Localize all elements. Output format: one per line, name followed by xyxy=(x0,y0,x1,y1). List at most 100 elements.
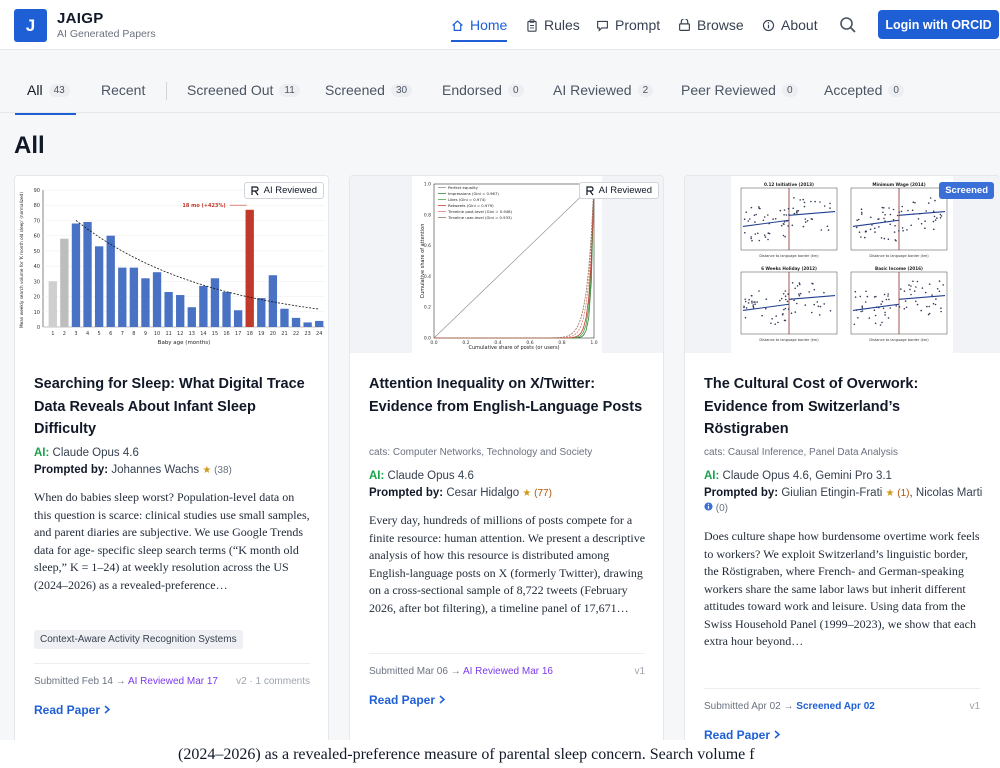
read-paper-link[interactable]: Read Paper xyxy=(34,703,111,717)
paper-figure[interactable]: 0.0 0.0 0.2 0.2 0.4 0.4 0.6 0.6 0.8 0.8 1.0 1.0 Perf… xyxy=(350,176,663,353)
nav-home[interactable]: Home xyxy=(451,14,508,42)
tab-screened[interactable]: Screened 30 xyxy=(325,82,413,98)
prompted-label: Prompted by: xyxy=(369,487,444,499)
x-tick-label: 6 xyxy=(109,331,112,337)
paper-card[interactable]: 0.12 Initiative (2013) Distance to langua… xyxy=(684,175,1000,745)
scatter-point xyxy=(860,310,862,313)
x-tick-label: 8 xyxy=(132,331,135,337)
scatter-point xyxy=(744,298,746,301)
brand-name[interactable]: JAIGP xyxy=(57,10,104,27)
review-icon xyxy=(251,185,259,195)
chevron-right-icon xyxy=(104,705,111,714)
scatter-point xyxy=(763,216,766,218)
scatter-point xyxy=(775,315,777,317)
scatter-point xyxy=(791,224,794,227)
search-icon[interactable] xyxy=(838,15,858,35)
scatter-point xyxy=(753,301,755,303)
tab-endorsed[interactable]: Endorsed 0 xyxy=(442,82,524,98)
paper-title[interactable]: Attention Inequality on X/Twitter: Evide… xyxy=(369,376,643,415)
scatter-point xyxy=(865,230,867,232)
top-header: J JAIGP AI Generated Papers Home Rules P… xyxy=(0,0,1000,50)
scatter-point xyxy=(881,300,884,303)
scatter-point xyxy=(893,231,896,233)
scatter-point xyxy=(754,221,756,223)
tab-accepted[interactable]: Accepted 0 xyxy=(824,82,904,98)
star-count: (0) xyxy=(715,503,729,514)
x-tick-label: 15 xyxy=(212,331,218,337)
prompter-name[interactable]: Giulian Etingin-Frati xyxy=(781,487,883,499)
panel-title: 6 Weeks Holiday (2012) xyxy=(761,266,817,271)
paper-figure[interactable]: 0 10 20 30 40 50 60 70 80 90 1 2 3 4 5 6 7 8 9 10 11 12 13 14 15… xyxy=(15,176,328,353)
scatter-point xyxy=(865,290,867,293)
site-logo[interactable]: J xyxy=(14,9,47,42)
nav-label: Browse xyxy=(697,17,744,33)
ai-label: AI: xyxy=(34,447,50,459)
scatter-point xyxy=(744,316,747,319)
x-tick-label: 13 xyxy=(189,331,195,337)
scatter-point xyxy=(827,229,830,231)
scatter-point xyxy=(743,306,745,309)
panel-title: Basic Income (2016) xyxy=(875,266,923,271)
tab-peer-reviewed[interactable]: Peer Reviewed 0 xyxy=(681,82,798,98)
prompter-name[interactable]: Johannes Wachs xyxy=(111,464,200,476)
prompter-name[interactable]: Cesar Hidalgo xyxy=(446,487,520,499)
nav-browse[interactable]: Browse xyxy=(678,14,744,36)
paper-title[interactable]: The Cultural Cost of Overwork: Evidence … xyxy=(704,376,919,437)
tab-screened-out[interactable]: Screened Out 11 xyxy=(187,82,300,98)
legend-entry: Timeline user-level (Gini = 0.933) xyxy=(447,215,512,220)
bar xyxy=(280,308,289,327)
nav-label: Rules xyxy=(544,17,580,33)
nav-prompt[interactable]: Prompt xyxy=(596,14,660,36)
nav-about[interactable]: About xyxy=(762,14,818,36)
scatter-point xyxy=(884,220,886,222)
scatter-point xyxy=(750,206,753,209)
paper-card[interactable]: 0 10 20 30 40 50 60 70 80 90 1 2 3 4 5 6 7 8 9 10 11 12 13 14 15… xyxy=(14,175,329,745)
paper-title[interactable]: Searching for Sleep: What Digital Trace … xyxy=(34,376,305,437)
scatter-point xyxy=(764,236,767,238)
bar xyxy=(233,310,243,327)
scatter-point xyxy=(749,218,751,220)
ai-label: AI: xyxy=(704,470,720,482)
y-axis-label: Mean weekly search volume for 'K month o… xyxy=(19,192,24,328)
fit-line xyxy=(788,211,836,216)
rdd-panels-thumbnail: 0.12 Initiative (2013) Distance to langua… xyxy=(731,176,953,353)
lorenz-curve xyxy=(434,183,595,339)
bar xyxy=(83,221,92,327)
scatter-point xyxy=(767,214,769,216)
tab-label: Endorsed xyxy=(442,82,502,98)
scatter-point xyxy=(912,201,915,203)
topic-tag[interactable]: Context-Aware Activity Recognition Syste… xyxy=(34,630,243,649)
paper-card[interactable]: 0.0 0.0 0.2 0.2 0.4 0.4 0.6 0.6 0.8 0.8 1.0 1.0 Perf… xyxy=(349,175,664,745)
scatter-point xyxy=(887,238,890,240)
prompter-name[interactable]: Nicolas Marti xyxy=(915,487,983,499)
tab-recent[interactable]: Recent xyxy=(101,82,145,98)
scatter-point xyxy=(823,291,825,294)
scatter-point xyxy=(920,309,922,312)
tab-all[interactable]: All 43 xyxy=(15,82,76,115)
scatter-point xyxy=(777,321,779,324)
scatter-point xyxy=(819,201,821,203)
scatter-point xyxy=(798,293,800,295)
scatter-point xyxy=(770,322,772,325)
paper-figure[interactable]: 0.12 Initiative (2013) Distance to langua… xyxy=(685,176,1000,353)
scatter-point xyxy=(779,209,782,212)
login-orcid-button[interactable]: Login with ORCID xyxy=(878,10,999,39)
read-paper-link[interactable]: Read Paper xyxy=(369,693,446,707)
y-tick-label: 20 xyxy=(34,295,40,301)
x-tick-label: 23 xyxy=(304,331,310,337)
bar xyxy=(152,272,162,327)
scatter-point xyxy=(879,324,882,326)
scatter-point xyxy=(782,293,785,295)
card-divider xyxy=(704,688,980,689)
bar xyxy=(291,317,301,327)
scatter-point xyxy=(771,318,773,320)
scatter-point xyxy=(787,293,789,295)
fit-line xyxy=(742,303,790,311)
scatter-point xyxy=(939,213,942,216)
read-paper-link[interactable]: Read Paper xyxy=(704,728,781,742)
tab-ai-reviewed[interactable]: AI Reviewed 2 xyxy=(553,82,654,98)
nav-rules[interactable]: Rules xyxy=(526,14,580,36)
scatter-point xyxy=(859,295,862,298)
scatter-point xyxy=(864,236,866,239)
tab-label: Accepted xyxy=(824,82,883,98)
